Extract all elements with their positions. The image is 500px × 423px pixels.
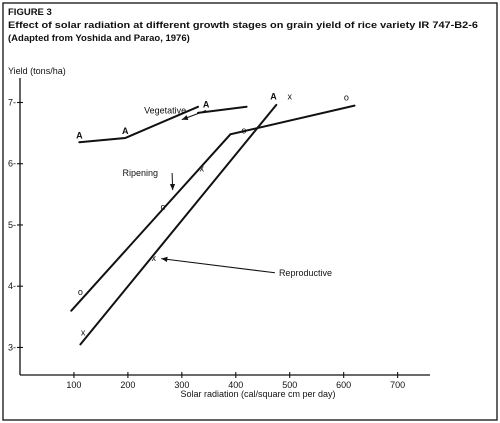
series-line-ripening xyxy=(70,104,356,312)
x-tick-label: 500 xyxy=(282,380,297,390)
data-point-marker: A xyxy=(76,130,83,140)
x-tick-label: 300 xyxy=(174,380,189,390)
data-point-marker: x xyxy=(287,92,292,102)
x-tick-label: 600 xyxy=(336,380,351,390)
x-tick-label: 400 xyxy=(228,380,243,390)
data-point-marker: o xyxy=(344,92,349,102)
chart-title: Effect of solar radiation at different g… xyxy=(8,20,478,31)
data-point-marker: x xyxy=(200,163,205,173)
y-tick-label: 6- xyxy=(8,159,16,169)
data-point-marker: x xyxy=(152,253,157,263)
data-point-marker: A xyxy=(270,92,277,102)
annotation-leader xyxy=(161,258,276,274)
annotation-layer: Vegetative Ripening Reproductive xyxy=(123,106,332,278)
y-tick-label: 4- xyxy=(8,281,16,291)
x-tick-label: 100 xyxy=(66,380,81,390)
data-point-marker: A xyxy=(203,100,210,110)
series-ripening: o o o o xyxy=(70,92,356,312)
annotation-arrowhead xyxy=(169,183,176,191)
annotation-arrowhead xyxy=(181,115,189,120)
x-axis-title: Solar radiation (cal/square cm per day) xyxy=(180,389,335,399)
data-point-marker: o xyxy=(241,125,246,135)
series-line-vegetative xyxy=(78,105,199,144)
y-axis-title: Yield (tons/ha) xyxy=(8,66,66,76)
annotation-arrowhead xyxy=(161,256,168,262)
data-point-marker: A xyxy=(122,126,129,136)
axes: 100 200 300 400 500 600 700 3- 4- 5- 6- 7- xyxy=(8,78,430,390)
annotation-label: Ripening xyxy=(123,168,159,178)
x-tick-label: 700 xyxy=(390,380,405,390)
series-line-reproductive xyxy=(79,103,278,346)
series-reproductive: x x x x xyxy=(79,92,292,346)
series-layer: A A A Ao o o o x x x x xyxy=(70,92,356,346)
series-vegetative: A A A A xyxy=(76,92,277,144)
annotation-label: Reproductive xyxy=(279,268,332,278)
data-point-marker: o xyxy=(160,202,165,212)
annotation-label: Vegetative xyxy=(144,106,186,116)
chart-subtitle: (Adapted from Yoshida and Parao, 1976) xyxy=(8,33,190,44)
y-tick-label: 7- xyxy=(8,97,16,107)
data-point-marker: o xyxy=(78,287,83,297)
y-tick-label: 5- xyxy=(8,220,16,230)
series-line-vegetative xyxy=(197,105,248,114)
figure-label: FIGURE 3 xyxy=(8,7,52,18)
data-point-marker: x xyxy=(81,327,86,337)
x-tick-label: 200 xyxy=(120,380,135,390)
y-tick-label: 3- xyxy=(8,342,16,352)
